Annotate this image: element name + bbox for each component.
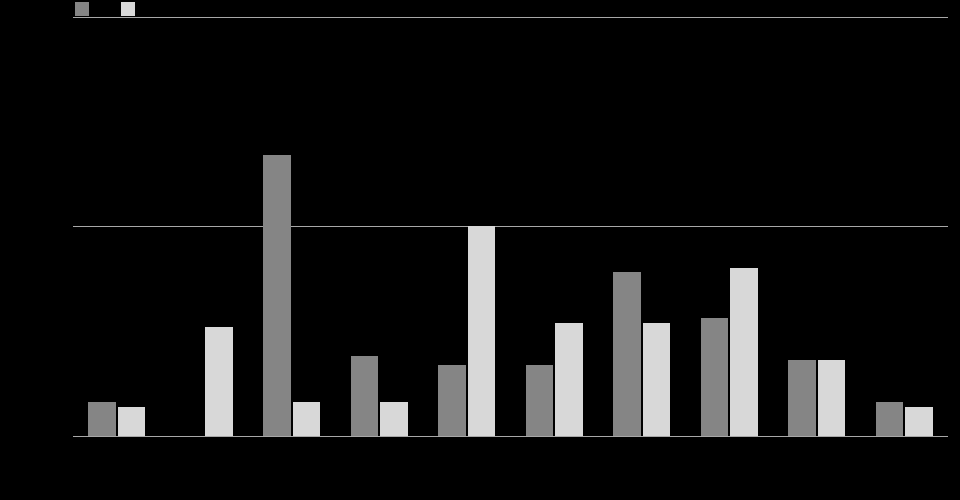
chart-bars [73,0,948,436]
bar-series-b [555,323,582,436]
bar-series-a [526,365,553,436]
bar-series-b [905,407,932,436]
bar-series-a [876,402,903,436]
bar-series-b [643,323,670,436]
bar-series-b [205,327,232,436]
bar-series-a [88,402,115,436]
bar-series-a [701,318,728,436]
bar-series-a [351,356,378,436]
bar-series-b [730,268,757,436]
bar-series-a [788,360,815,436]
bar-chart [0,0,960,500]
bar-series-b [468,226,495,436]
bar-series-a [263,155,290,436]
bar-series-a [438,365,465,436]
bar-series-b [293,402,320,436]
bar-series-b [818,360,845,436]
bar-series-b [380,402,407,436]
bar-series-b [118,407,145,436]
bar-series-a [613,272,640,436]
gridline [73,436,948,437]
